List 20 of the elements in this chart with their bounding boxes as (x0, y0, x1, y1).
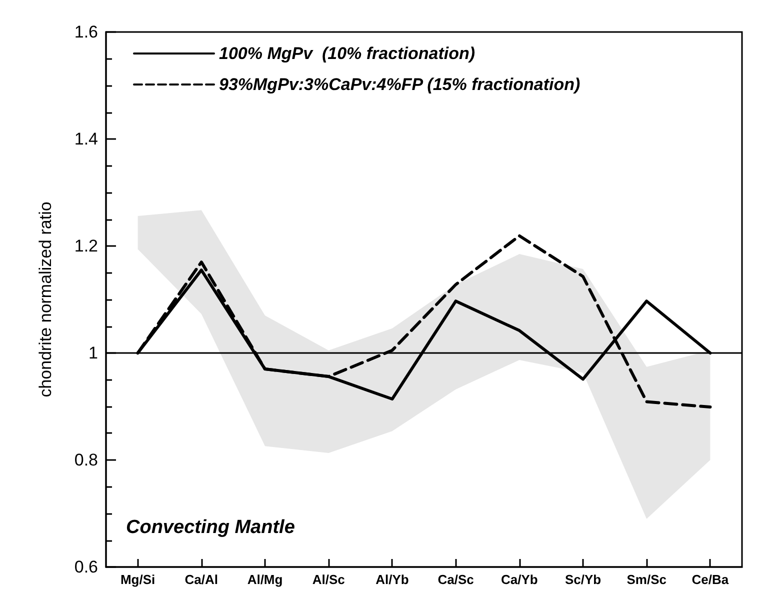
y-tick-label: 1 (88, 344, 98, 362)
x-tick-label: Sm/Sc (626, 572, 666, 587)
x-tick-label: Ca/Al (184, 572, 218, 587)
y-tick-label: 0.8 (74, 450, 98, 470)
y-axis-title: chondrite normalized ratio (36, 202, 55, 398)
y-tick-label: 1.4 (74, 130, 98, 148)
x-tick-label: Al/Yb (376, 572, 409, 587)
y-tick-label: 1.6 (74, 22, 98, 42)
annotation: Convecting Mantle (126, 517, 296, 538)
y-tick-label: 1.2 (74, 236, 98, 256)
x-tick-label: Mg/Si (120, 572, 156, 587)
x-tick-label: Ca/Sc (438, 572, 474, 587)
x-tick-label: Sc/Yb (564, 572, 602, 587)
x-tick-label: Al/Sc (312, 572, 345, 587)
x-tick-label: Ce/Ba (692, 572, 730, 587)
x-tick-label: Ca/Yb (500, 572, 538, 587)
legend-label: 100% MgPv (10% fractionation) (219, 44, 476, 63)
x-tick-label: Al/Mg (247, 572, 283, 587)
legend-label: 93%MgPv:3%CaPv:4%FP (15% fractionation) (219, 75, 581, 94)
y-tick-label: 0.6 (74, 558, 98, 576)
